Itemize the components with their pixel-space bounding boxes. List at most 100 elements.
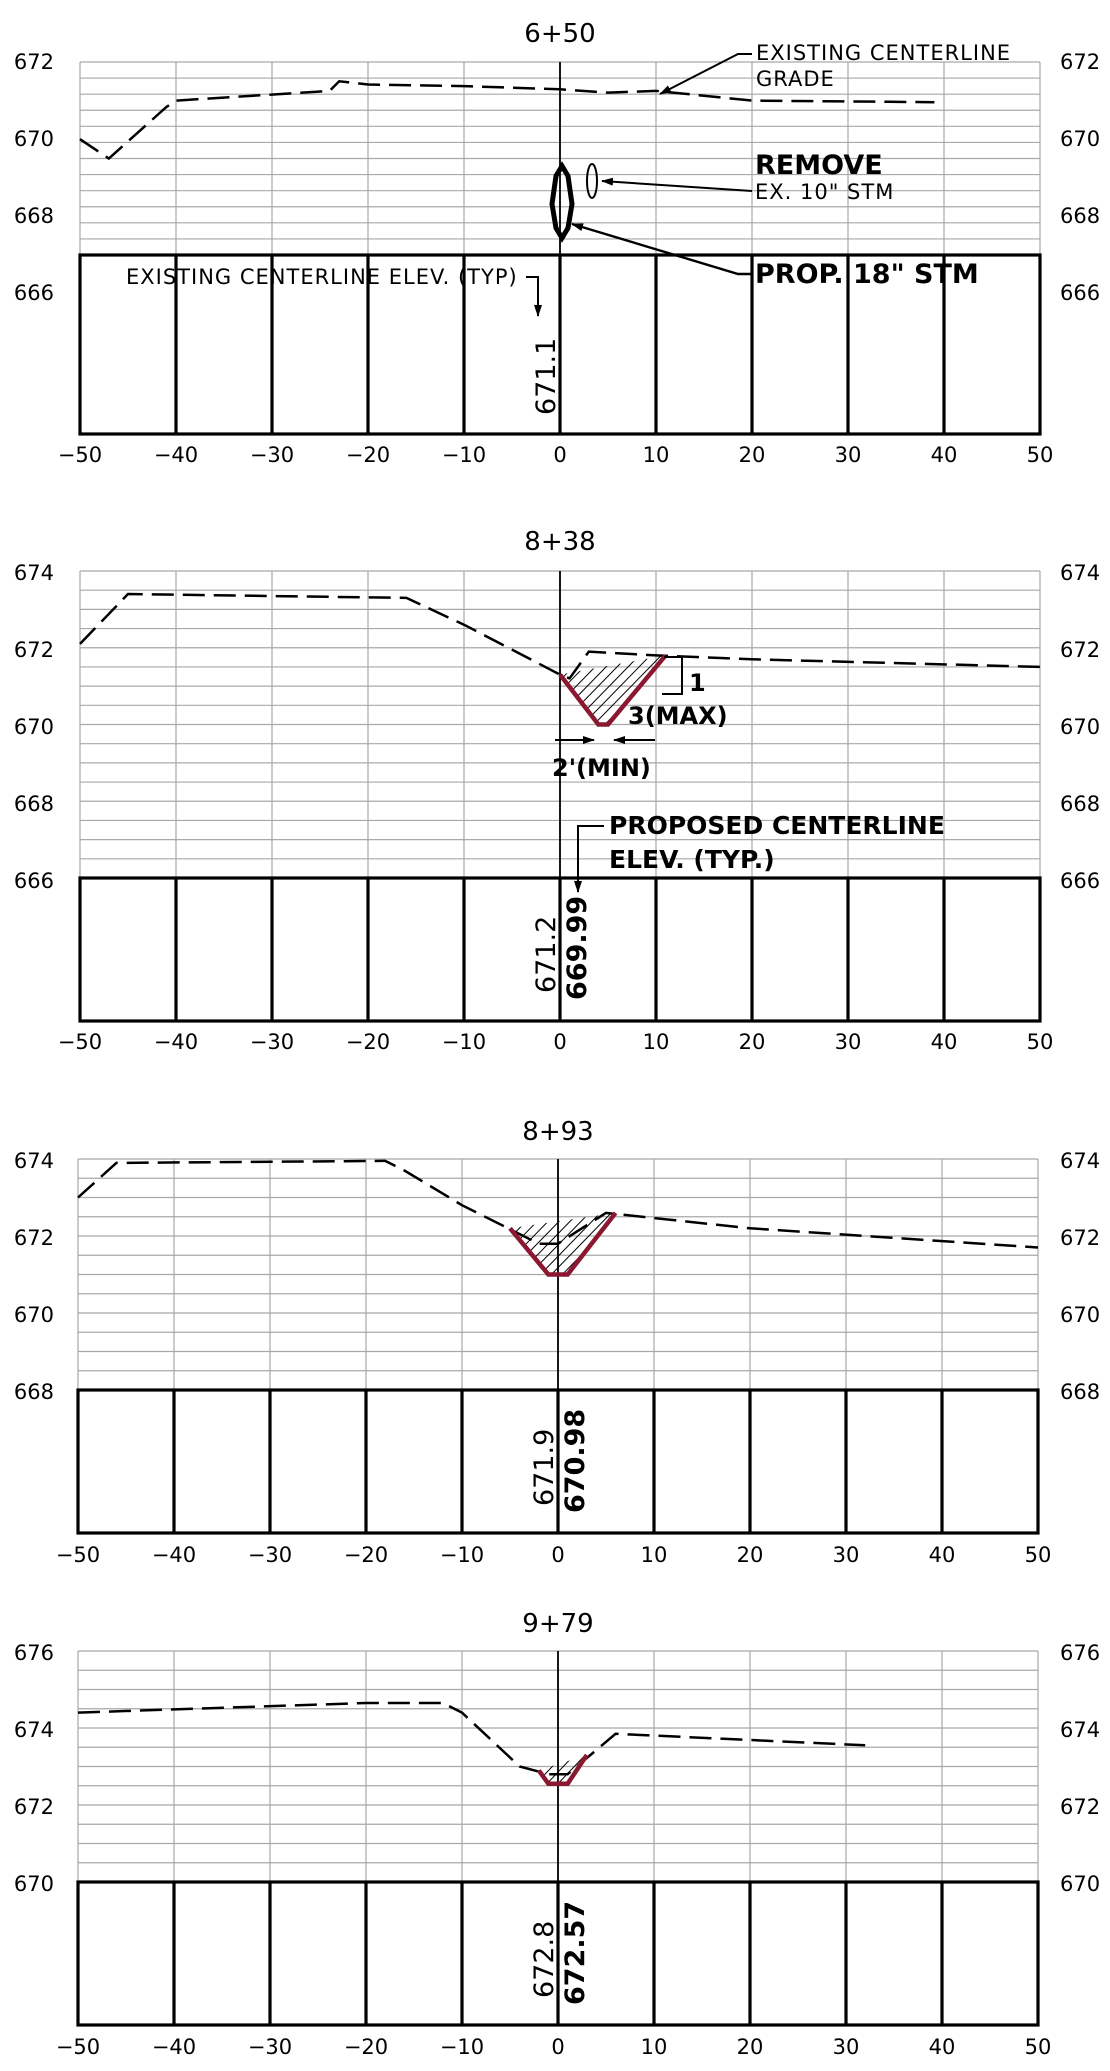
hatch-line (580, 655, 661, 725)
y-axis-left: 676 674 672 670 (14, 1641, 54, 1896)
y-axis-left: 674 672 670 668 (14, 1149, 54, 1404)
slope-run-label: 3(MAX) (628, 702, 728, 730)
hatch-line (510, 1212, 523, 1275)
elevation-table (78, 876, 1042, 1023)
callout-text: ELEV. (TYP.) (609, 845, 775, 874)
elevation-table (76, 1880, 1040, 2027)
x-tick-label: 0 (551, 1543, 564, 1567)
y-tick-label: 668 (1060, 792, 1100, 816)
elevation-table (78, 253, 1042, 436)
proposed-pipe-symbol (549, 161, 575, 243)
x-tick-label: −10 (440, 1543, 484, 1567)
hatch-line (538, 1754, 541, 1784)
x-tick-label: −40 (152, 2035, 196, 2059)
hatch-line (544, 1754, 585, 1784)
leader-line (659, 53, 752, 95)
leader-line (571, 222, 752, 276)
y-tick-label: 670 (1060, 715, 1100, 739)
x-tick-label: 20 (739, 443, 766, 467)
proposed-pipe-callout: PROP. 18" STM (549, 161, 979, 290)
hatch-line (626, 1203, 698, 1277)
x-tick-label: 10 (643, 443, 670, 467)
y-tick-label: 676 (14, 1641, 54, 1665)
y-tick-label: 668 (1060, 204, 1100, 228)
hatch-line (591, 655, 666, 725)
hatch-line (600, 1745, 639, 1786)
x-tick-label: −20 (346, 1030, 390, 1054)
callout-text: PROPOSED CENTERLINE (609, 811, 945, 840)
existing-grade-callout: EXISTING CENTERLINE GRADE (659, 41, 1010, 95)
x-axis: −50 −40 −30 −20 −10 0 10 20 30 40 50 (56, 1543, 1052, 1567)
y-axis-right: 676 674 672 670 (1060, 1641, 1100, 1896)
x-tick-label: −20 (344, 1543, 388, 1567)
hatch-line (510, 1212, 545, 1275)
station-title: 6+50 (524, 19, 595, 49)
x-tick-label: 30 (835, 443, 862, 467)
hatch-line (538, 1754, 574, 1784)
callout-text: EXISTING CENTERLINE ELEV. (TYP) (126, 265, 518, 289)
x-axis: −50 −40 −30 −20 −10 0 10 20 30 40 50 (58, 443, 1054, 467)
grid-s0 (79, 61, 1041, 256)
x-tick-label: 30 (833, 1543, 860, 1567)
bottom-width-label: 2'(MIN) (552, 754, 651, 782)
y-axis-left: 672 670 668 666 (14, 50, 54, 305)
proposed-elevation-value: 672.57 (560, 1901, 591, 2005)
y-tick-label: 666 (1060, 869, 1100, 893)
x-tick-label: −30 (248, 2035, 292, 2059)
y-tick-label: 676 (1060, 1641, 1100, 1665)
existing-pipe-symbol (586, 163, 598, 199)
slope-triangle (662, 656, 683, 695)
x-tick-label: 10 (641, 1543, 668, 1567)
y-tick-label: 672 (1060, 638, 1100, 662)
x-tick-label: 50 (1027, 443, 1054, 467)
existing-elevation-value: 672.8 (529, 1921, 560, 1998)
proposed-elevation-value: 669.99 (562, 896, 593, 1000)
x-tick-label: 0 (553, 1030, 566, 1054)
y-tick-label: 670 (1060, 127, 1100, 151)
x-tick-label: 10 (643, 1030, 670, 1054)
section-6-50: 6+50 672 670 668 666 672 670 668 666 −50… (14, 19, 1100, 467)
y-tick-label: 670 (1060, 1303, 1100, 1327)
x-tick-label: 30 (833, 2035, 860, 2059)
x-tick-label: −10 (442, 1030, 486, 1054)
x-tick-label: 50 (1025, 2035, 1052, 2059)
section-8-93: 8+93 674 672 670 668 674 672 670 668 −50… (14, 1117, 1100, 1567)
existing-grade-line (79, 79, 935, 161)
y-tick-label: 666 (14, 869, 54, 893)
grid-s1 (79, 570, 1041, 879)
x-tick-label: −20 (346, 443, 390, 467)
hatch-line (577, 1754, 587, 1784)
x-tick-label: −10 (442, 443, 486, 467)
proposed-ditch-line (558, 653, 668, 727)
proposed-elevation-value: 670.98 (560, 1409, 591, 1513)
existing-elev-callout: EXISTING CENTERLINE ELEV. (TYP) (126, 265, 542, 317)
y-tick-label: 670 (14, 1303, 54, 1327)
x-tick-label: 20 (737, 2035, 764, 2059)
existing-elevation-value: 671.1 (531, 338, 562, 415)
y-axis-right: 674 672 670 668 666 (1060, 561, 1100, 893)
x-tick-label: 40 (929, 2035, 956, 2059)
x-tick-label: 40 (931, 443, 958, 467)
elevation-table (76, 1388, 1040, 1535)
leader-line (574, 825, 604, 893)
y-tick-label: 668 (14, 204, 54, 228)
y-tick-label: 666 (14, 281, 54, 305)
x-tick-label: −50 (58, 443, 102, 467)
x-tick-label: 50 (1025, 1543, 1052, 1567)
y-axis-right: 672 670 668 666 (1060, 50, 1100, 305)
section-9-79: 9+79 676 674 672 670 676 674 672 670 −50… (14, 1609, 1100, 2059)
y-tick-label: 668 (1060, 1380, 1100, 1404)
x-tick-label: 30 (835, 1030, 862, 1054)
existing-grade-line (77, 1701, 866, 1776)
x-tick-label: 20 (737, 1543, 764, 1567)
x-tick-label: −40 (154, 443, 198, 467)
hatch-line (555, 1754, 587, 1784)
x-tick-label: 0 (551, 2035, 564, 2059)
y-tick-label: 674 (14, 1149, 54, 1173)
leader-line (601, 177, 753, 192)
proposed-elev-callout: PROPOSED CENTERLINE ELEV. (TYP.) (574, 811, 945, 893)
leader-line (526, 276, 542, 317)
hatch-line (589, 1745, 628, 1786)
y-tick-label: 674 (1060, 561, 1100, 585)
y-tick-label: 672 (14, 1795, 54, 1819)
